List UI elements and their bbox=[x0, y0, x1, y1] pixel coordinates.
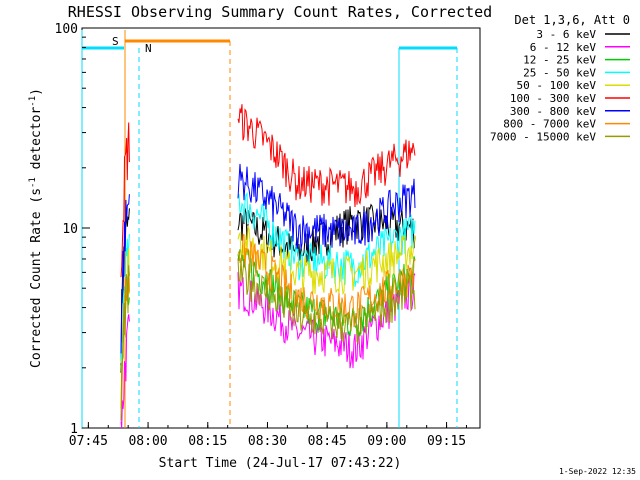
x-tick-label: 07:45 bbox=[69, 434, 108, 449]
series-layer bbox=[120, 104, 416, 429]
legend-title: Det 1,3,6, Att 0 bbox=[514, 13, 630, 27]
series-line bbox=[237, 225, 416, 296]
legend-label: 7000 - 15000 keV bbox=[490, 130, 596, 143]
series-line bbox=[237, 163, 416, 250]
y-tick-label: 100 bbox=[55, 22, 78, 37]
series-line-pre bbox=[120, 194, 130, 354]
y-tick-label: 10 bbox=[62, 222, 78, 237]
legend-label: 50 - 100 keV bbox=[517, 79, 597, 92]
x-tick-label: 08:45 bbox=[308, 434, 347, 449]
y-tick-label: 1 bbox=[70, 422, 78, 437]
axis-ticks: 07:45 08:00 08:15 08:30 08:45 09:00 09:15 1 10 10… bbox=[55, 22, 467, 449]
series-line bbox=[237, 272, 416, 369]
series-line bbox=[237, 104, 416, 208]
legend-label: 12 - 25 keV bbox=[523, 54, 596, 67]
legend-label: 300 - 800 keV bbox=[510, 105, 596, 118]
chart-title: RHESSI Observing Summary Count Rates, Co… bbox=[68, 3, 492, 21]
x-tick-label: 09:00 bbox=[367, 434, 406, 449]
x-tick-label: 08:15 bbox=[188, 434, 227, 449]
y-axis-label: Corrected Count Rate (s-1 detector-1) bbox=[28, 88, 44, 368]
saa-flag-label: S bbox=[112, 35, 119, 48]
x-tick-label: 09:15 bbox=[427, 434, 466, 449]
legend-label: 800 - 7000 keV bbox=[503, 118, 596, 131]
series-line-pre bbox=[120, 314, 130, 429]
footer-timestamp: 1-Sep-2022 12:35 bbox=[559, 467, 636, 476]
x-tick-label: 08:00 bbox=[128, 434, 167, 449]
series-line-pre bbox=[120, 122, 130, 278]
x-tick-label: 08:30 bbox=[248, 434, 287, 449]
night-flag-label: N bbox=[145, 42, 152, 55]
series-line bbox=[237, 192, 416, 287]
legend-label: 6 - 12 keV bbox=[530, 41, 597, 54]
series-line-pre bbox=[120, 265, 130, 421]
legend-label: 3 - 6 keV bbox=[536, 28, 596, 41]
series-line bbox=[237, 257, 416, 345]
legend-label: 100 - 300 keV bbox=[510, 92, 596, 105]
plot-frame bbox=[81, 27, 481, 429]
x-axis-label: Start Time (24-Jul-17 07:43:22) bbox=[159, 456, 402, 471]
legend-label: 25 - 50 keV bbox=[523, 66, 596, 79]
